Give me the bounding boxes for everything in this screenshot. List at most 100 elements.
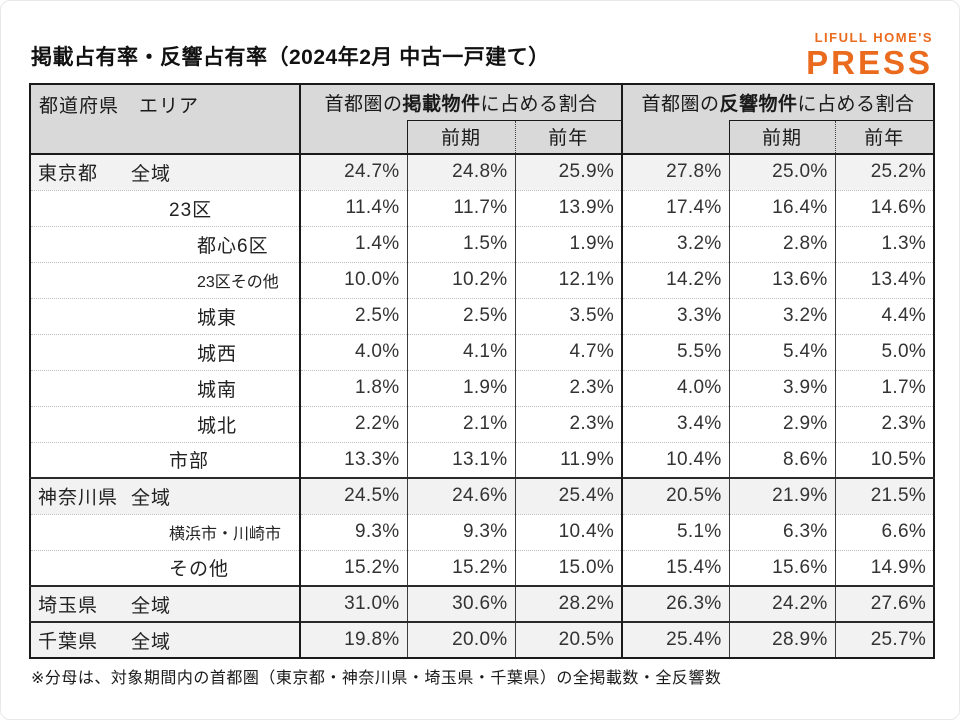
area-label: 城南 <box>197 379 238 401</box>
cell-response-current: 25.4% <box>621 621 730 658</box>
cell-listing-prev-period: 10.2% <box>406 261 515 298</box>
cell-response-prev-year: 4.4% <box>834 297 935 334</box>
cell-response-prev-year: 2.3% <box>834 405 935 442</box>
cell-listing-prev-period: 1.5% <box>406 225 515 262</box>
cell-response-prev-year: 21.5% <box>834 477 935 514</box>
cell-response-prev-period: 15.6% <box>728 549 836 586</box>
cell-response-prev-year: 14.6% <box>834 189 935 226</box>
cell-listing-prev-period: 30.6% <box>406 585 515 622</box>
cell-response-prev-period: 25.0% <box>728 154 836 190</box>
cell-listing-prev-year: 11.9% <box>514 441 623 478</box>
group-header-listing-prefix: 首都圏の <box>324 93 403 115</box>
cell-prefecture-area: 市部 <box>30 441 300 478</box>
cell-prefecture-area: 横浜市・川崎市 <box>30 513 300 550</box>
area-label: 市部 <box>169 451 210 473</box>
cell-listing-prev-year: 13.9% <box>514 189 623 226</box>
logo-wordmark-press: PRESS <box>806 44 933 81</box>
cell-prefecture-area: 城南 <box>30 369 300 406</box>
group-header-listing: 首都圏の掲載物件に占める割合 <box>298 84 623 120</box>
table-row: 市部 13.3% 13.1% 11.9% 10.4% 8.6% 10.5% <box>30 441 935 478</box>
cell-listing-prev-year: 25.4% <box>514 477 623 514</box>
group-header-response: 首都圏の反響物件に占める割合 <box>621 84 935 120</box>
subheader-listing-prev-year: 前年 <box>514 119 623 155</box>
table-row: 埼玉県 全域 31.0% 30.6% 28.2% 26.3% 24.2% 27.6% <box>30 585 935 622</box>
cell-response-prev-year: 25.2% <box>834 154 935 190</box>
group-header-response-prefix: 首都圏の <box>641 93 720 115</box>
cell-listing-prev-period: 2.5% <box>406 297 515 334</box>
group-header-response-suffix: に占める割合 <box>797 93 915 115</box>
cell-prefecture-area: 23区その他 <box>30 261 300 298</box>
cell-listing-prev-period: 13.1% <box>406 441 515 478</box>
cell-listing-prev-year: 2.3% <box>514 405 623 442</box>
cell-prefecture-area: 千葉県 全域 <box>30 621 300 658</box>
table-row: その他 15.2% 15.2% 15.0% 15.4% 15.6% 14.9% <box>30 549 935 586</box>
cell-listing-current: 4.0% <box>299 333 407 370</box>
cell-listing-prev-period: 9.3% <box>406 513 515 550</box>
cell-prefecture-area: 埼玉県 全域 <box>30 585 300 622</box>
cell-listing-prev-period: 24.8% <box>406 154 515 190</box>
group-header-response-strong: 反響物件 <box>719 93 798 115</box>
cell-listing-prev-year: 1.9% <box>514 225 623 262</box>
cell-response-prev-year: 5.0% <box>834 333 935 370</box>
cell-prefecture-area: 23区 <box>30 189 300 226</box>
logo-wordmark-top: LIFULL HOME'S <box>814 30 933 45</box>
cell-response-current: 17.4% <box>621 189 730 226</box>
cell-listing-current: 2.5% <box>299 297 407 334</box>
table-row: 城西 4.0% 4.1% 4.7% 5.5% 5.4% 5.0% <box>30 333 935 370</box>
cell-prefecture-area: その他 <box>30 549 300 586</box>
cell-listing-current: 24.7% <box>299 154 407 190</box>
table-body: 東京都 全域 24.7% 24.8% 25.9% 27.8% 25.0% 25.2% 23区 11… <box>30 154 935 658</box>
area-label: 城東 <box>197 307 238 329</box>
cell-listing-current: 1.4% <box>299 225 407 262</box>
cell-listing-prev-period: 15.2% <box>406 549 515 586</box>
cell-prefecture-area: 神奈川県 全域 <box>30 477 300 514</box>
subheader-spacer-listing <box>299 120 407 155</box>
cell-response-prev-period: 3.2% <box>728 297 836 334</box>
area-label: 城北 <box>197 415 238 437</box>
cell-response-prev-period: 2.8% <box>728 225 836 262</box>
cell-prefecture-area: 城西 <box>30 333 300 370</box>
cell-response-prev-year: 1.3% <box>834 225 935 262</box>
cell-response-prev-period: 13.6% <box>728 261 836 298</box>
cell-listing-current: 13.3% <box>299 441 407 478</box>
cell-listing-current: 11.4% <box>299 189 407 226</box>
cell-response-prev-period: 2.9% <box>728 405 836 442</box>
cell-listing-current: 10.0% <box>299 261 407 298</box>
area-label: 都心6区 <box>197 235 269 257</box>
cell-response-prev-period: 3.9% <box>728 369 836 406</box>
cell-listing-prev-year: 3.5% <box>514 297 623 334</box>
column-header-prefecture-area: 都道府県 エリア <box>30 84 300 155</box>
table-header: 都道府県 エリア 首都圏の掲載物件に占める割合 首都圏の反響物件に占める割合 前… <box>30 84 935 155</box>
cell-listing-prev-year: 28.2% <box>514 585 623 622</box>
cell-response-prev-period: 28.9% <box>728 621 836 658</box>
cell-prefecture-area: 東京都 全域 <box>30 154 300 190</box>
area-label: 23区その他 <box>197 273 279 291</box>
cell-listing-prev-period: 24.6% <box>406 477 515 514</box>
table-row: 23区その他 10.0% 10.2% 12.1% 14.2% 13.6% 13.4% <box>30 261 935 298</box>
group-header-listing-strong: 掲載物件 <box>402 93 481 115</box>
cell-response-prev-year: 6.6% <box>834 513 935 550</box>
lifull-homes-press-logo: LIFULL HOME'S PRESS <box>806 31 933 79</box>
share-table: 都道府県 エリア 首都圏の掲載物件に占める割合 首都圏の反響物件に占める割合 前… <box>29 83 936 659</box>
cell-response-prev-period: 8.6% <box>728 441 836 478</box>
cell-response-current: 3.2% <box>621 225 730 262</box>
cell-prefecture-area: 都心6区 <box>30 225 300 262</box>
prefecture-label: 埼玉県 <box>38 595 99 617</box>
area-label: 横浜市・川崎市 <box>169 525 282 543</box>
cell-response-current: 20.5% <box>621 477 730 514</box>
prefecture-label: 東京都 <box>38 163 99 185</box>
cell-response-prev-period: 21.9% <box>728 477 836 514</box>
cell-listing-current: 1.8% <box>299 369 407 406</box>
cell-response-current: 10.4% <box>621 441 730 478</box>
cell-listing-current: 19.8% <box>299 621 407 658</box>
area-label: 全域 <box>131 595 172 617</box>
cell-listing-prev-year: 20.5% <box>514 621 623 658</box>
cell-response-current: 14.2% <box>621 261 730 298</box>
table-row: 神奈川県 全域 24.5% 24.6% 25.4% 20.5% 21.9% 21.5% <box>30 477 935 514</box>
cell-response-prev-year: 13.4% <box>834 261 935 298</box>
table-row: 城南 1.8% 1.9% 2.3% 4.0% 3.9% 1.7% <box>30 369 935 406</box>
cell-response-prev-period: 24.2% <box>728 585 836 622</box>
cell-prefecture-area: 城北 <box>30 405 300 442</box>
cell-listing-prev-period: 1.9% <box>406 369 515 406</box>
